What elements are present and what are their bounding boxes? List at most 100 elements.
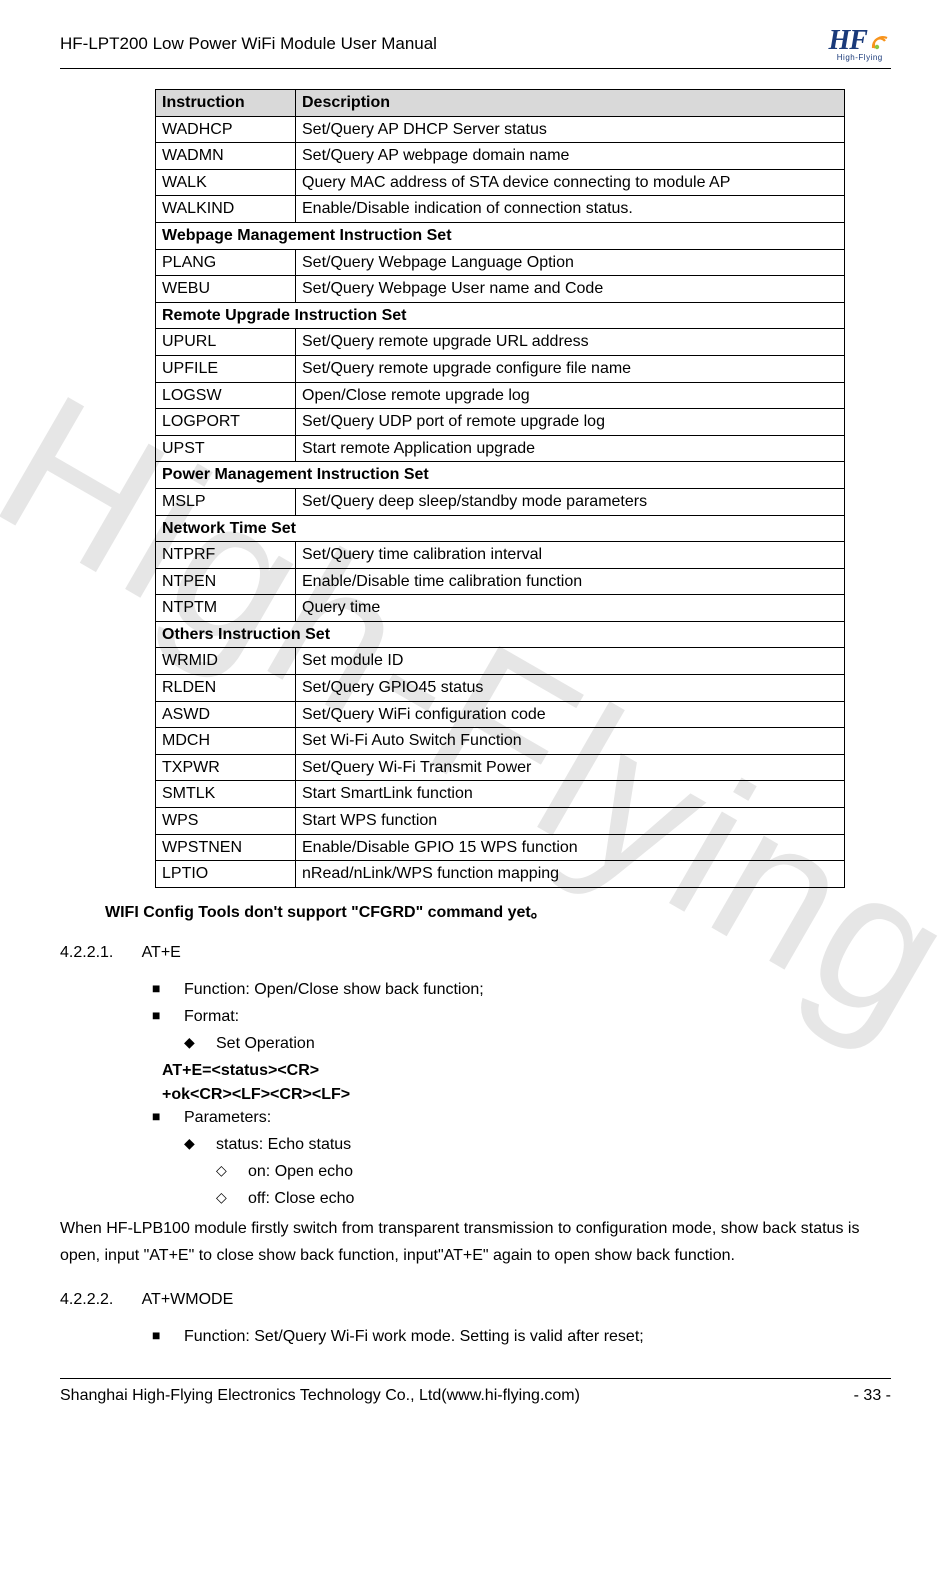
table-row: MDCHSet Wi-Fi Auto Switch Function [156, 728, 845, 755]
table-row: PLANGSet/Query Webpage Language Option [156, 249, 845, 276]
instruction-cell: MSLP [156, 488, 296, 515]
list-item: ◆Set Operation [184, 1032, 891, 1055]
header-title: HF-LPT200 Low Power WiFi Module User Man… [60, 34, 437, 54]
table-row: LPTIOnRead/nLink/WPS function mapping [156, 861, 845, 888]
table-row: NTPTMQuery time [156, 595, 845, 622]
table-row: TXPWRSet/Query Wi-Fi Transmit Power [156, 754, 845, 781]
description-cell: Set/Query Webpage User name and Code [296, 276, 845, 303]
list-item: ■Format: [152, 1005, 891, 1028]
section-4-2-2-2: 4.2.2.2. AT+WMODE [60, 1291, 891, 1309]
header: HF-LPT200 Low Power WiFi Module User Man… [60, 25, 891, 69]
description-cell: Start SmartLink function [296, 781, 845, 808]
command-line: +ok<CR><LF><CR><LF> [162, 1083, 891, 1106]
section-number: 4.2.2.1. [60, 944, 138, 962]
footer: Shanghai High-Flying Electronics Technol… [60, 1378, 891, 1405]
instruction-cell: NTPRF [156, 542, 296, 569]
list-item: ■Function: Open/Close show back function… [152, 978, 891, 1001]
signal-icon [869, 30, 891, 52]
description-paragraph: When HF-LPB100 module firstly switch fro… [60, 1215, 891, 1269]
table-row: NTPRFSet/Query time calibration interval [156, 542, 845, 569]
description-cell: Enable/Disable indication of connection … [296, 196, 845, 223]
command-line: AT+E=<status><CR> [162, 1059, 891, 1082]
description-cell: Set/Query AP webpage domain name [296, 143, 845, 170]
instruction-table: Instruction Description WADHCPSet/Query … [155, 89, 845, 888]
section-cell: Others Instruction Set [156, 621, 845, 648]
table-row: WADHCPSet/Query AP DHCP Server status [156, 116, 845, 143]
table-header-row: Instruction Description [156, 90, 845, 117]
description-cell: Set/Query Wi-Fi Transmit Power [296, 754, 845, 781]
instruction-cell: LPTIO [156, 861, 296, 888]
table-row: WPSTNENEnable/Disable GPIO 15 WPS functi… [156, 834, 845, 861]
instruction-cell: WALKIND [156, 196, 296, 223]
footer-page-number: - 33 - [854, 1387, 891, 1405]
table-row: UPSTStart remote Application upgrade [156, 435, 845, 462]
description-cell: Set/Query Webpage Language Option [296, 249, 845, 276]
instruction-cell: UPFILE [156, 355, 296, 382]
page: HF-LPT200 Low Power WiFi Module User Man… [0, 0, 951, 1425]
table-row: Others Instruction Set [156, 621, 845, 648]
instruction-cell: RLDEN [156, 675, 296, 702]
th-instruction: Instruction [156, 90, 296, 117]
table-row: WADMNSet/Query AP webpage domain name [156, 143, 845, 170]
table-row: NTPENEnable/Disable time calibration fun… [156, 568, 845, 595]
section-title: AT+E [142, 944, 181, 961]
description-cell: Set/Query remote upgrade URL address [296, 329, 845, 356]
description-cell: Open/Close remote upgrade log [296, 382, 845, 409]
section-4-2-2-1: 4.2.2.1. AT+E [60, 944, 891, 962]
description-cell: Enable/Disable GPIO 15 WPS function [296, 834, 845, 861]
sec1-bullets-params: ■Parameters: ◆status: Echo status ◇on: O… [152, 1106, 891, 1211]
description-cell: Set/Query remote upgrade configure file … [296, 355, 845, 382]
item-text: Format: [184, 1005, 239, 1028]
description-cell: Set/Query GPIO45 status [296, 675, 845, 702]
list-item: ◆status: Echo status [184, 1133, 891, 1156]
description-cell: Set/Query deep sleep/standby mode parame… [296, 488, 845, 515]
section-cell: Remote Upgrade Instruction Set [156, 302, 845, 329]
table-row: ASWDSet/Query WiFi configuration code [156, 701, 845, 728]
item-text: status: Echo status [216, 1133, 351, 1156]
instruction-cell: WALK [156, 169, 296, 196]
instruction-cell: LOGSW [156, 382, 296, 409]
diamond-bullet-icon: ◆ [184, 1133, 216, 1156]
instruction-cell: NTPEN [156, 568, 296, 595]
section-number: 4.2.2.2. [60, 1291, 138, 1309]
description-cell: Set/Query time calibration interval [296, 542, 845, 569]
instruction-cell: PLANG [156, 249, 296, 276]
description-cell: Query MAC address of STA device connecti… [296, 169, 845, 196]
logo: HF High-Flying [829, 25, 891, 62]
section-cell: Network Time Set [156, 515, 845, 542]
instruction-cell: ASWD [156, 701, 296, 728]
instruction-cell: WADMN [156, 143, 296, 170]
section-title: AT+WMODE [142, 1291, 234, 1308]
table-row: Remote Upgrade Instruction Set [156, 302, 845, 329]
table-row: Power Management Instruction Set [156, 462, 845, 489]
description-cell: Query time [296, 595, 845, 622]
open-diamond-bullet-icon: ◇ [216, 1187, 248, 1210]
config-tools-note: WIFI Config Tools don't support "CFGRD" … [105, 898, 891, 922]
instruction-cell: WPSTNEN [156, 834, 296, 861]
list-item: ◇off: Close echo [216, 1187, 891, 1210]
square-bullet-icon: ■ [152, 1005, 184, 1028]
instruction-cell: SMTLK [156, 781, 296, 808]
description-cell: Set Wi-Fi Auto Switch Function [296, 728, 845, 755]
footer-company: Shanghai High-Flying Electronics Technol… [60, 1387, 580, 1405]
instruction-cell: WADHCP [156, 116, 296, 143]
table-row: Network Time Set [156, 515, 845, 542]
table-row: LOGSWOpen/Close remote upgrade log [156, 382, 845, 409]
section-cell: Webpage Management Instruction Set [156, 222, 845, 249]
table-row: WPSStart WPS function [156, 808, 845, 835]
square-bullet-icon: ■ [152, 1106, 184, 1129]
instruction-cell: WEBU [156, 276, 296, 303]
instruction-cell: UPST [156, 435, 296, 462]
table-row: Webpage Management Instruction Set [156, 222, 845, 249]
description-cell: nRead/nLink/WPS function mapping [296, 861, 845, 888]
instruction-cell: NTPTM [156, 595, 296, 622]
square-bullet-icon: ■ [152, 978, 184, 1001]
item-text: off: Close echo [248, 1187, 354, 1210]
table-row: UPFILESet/Query remote upgrade configure… [156, 355, 845, 382]
table-row: SMTLKStart SmartLink function [156, 781, 845, 808]
description-cell: Start WPS function [296, 808, 845, 835]
item-text: Function: Open/Close show back function; [184, 978, 484, 1001]
table-row: WALKQuery MAC address of STA device conn… [156, 169, 845, 196]
instruction-cell: WPS [156, 808, 296, 835]
list-item: ■Function: Set/Query Wi-Fi work mode. Se… [152, 1325, 891, 1348]
